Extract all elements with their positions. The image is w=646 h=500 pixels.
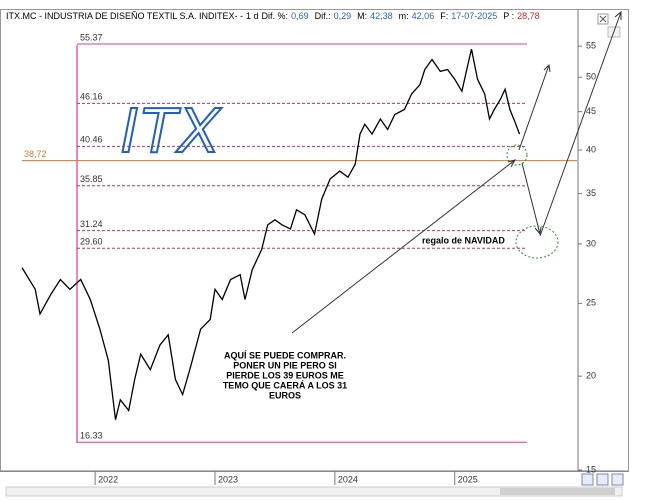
level-label: 38,72 — [24, 149, 47, 159]
tool-button[interactable] — [611, 473, 624, 486]
level-label: 40.46 — [80, 135, 103, 145]
period: 1 d — [246, 11, 259, 21]
annotation-line: TEMO QUE CAERÁ A LOS 31 — [223, 380, 347, 390]
y-tick-label: 25 — [586, 298, 596, 308]
annotation-line: PONER UN PIE PERO SI — [233, 360, 337, 370]
level-label: 16.33 — [80, 431, 103, 441]
highlight-circle — [515, 225, 559, 259]
header-value: 17-07-2025 — [451, 11, 498, 21]
header-item: Dif. %: 0,69 — [262, 11, 312, 21]
annotation-line: EUROS — [269, 390, 301, 400]
y-tick-label: 40 — [586, 144, 596, 154]
header-value: 28,78 — [517, 11, 540, 21]
x-tick-label: 2023 — [218, 474, 238, 484]
header-label: Dif. %: — [261, 11, 289, 21]
level-label: 29.60 — [80, 237, 103, 247]
plot-area — [21, 43, 577, 443]
header-value: 0,69 — [291, 11, 309, 21]
symbol: ITX.MC - INDUSTRIA DE DISEÑO TEXTIL S.A.… — [6, 11, 244, 21]
header-label: m: — [398, 11, 409, 21]
header-item: M: 42,38 — [357, 11, 396, 21]
level-label: 31.24 — [80, 219, 103, 229]
arrow — [518, 63, 551, 151]
level-label: 35.85 — [80, 174, 103, 184]
price-line — [21, 48, 521, 420]
y-tick-label: 35 — [586, 188, 596, 198]
tool-button[interactable] — [581, 473, 594, 486]
header-item: F: 17-07-2025 — [440, 11, 500, 21]
header-label: M: — [357, 11, 368, 21]
annotation: AQUÍ SE PUEDE COMPRAR.PONER UN PIE PERO … — [223, 350, 347, 400]
highlight-circle — [506, 144, 528, 166]
arrow — [539, 10, 622, 237]
y-tick-label: 30 — [586, 238, 596, 248]
close-icon — [599, 15, 607, 23]
level-label: 46.16 — [80, 92, 103, 102]
y-tick-label: 50 — [586, 72, 596, 82]
x-tick-label: 2025 — [458, 474, 478, 484]
y-tick-label: 20 — [586, 371, 596, 381]
x-tick-label: 2022 — [98, 474, 118, 484]
level-label: 55.37 — [80, 32, 103, 42]
save-button[interactable] — [596, 473, 609, 486]
y-tick-label: 15 — [586, 464, 596, 474]
header-item: Dif.: 0,29 — [315, 11, 355, 21]
header-label: F: — [440, 11, 449, 21]
header-item: P :28,78 — [503, 11, 542, 21]
header-value: 0,29 — [333, 11, 352, 21]
header: ITX.MC - INDUSTRIA DE DISEÑO TEXTIL S.A.… — [6, 11, 546, 21]
header-value: 42,38 — [370, 11, 393, 21]
x-tick-label: 2024 — [338, 474, 358, 484]
arrow — [521, 162, 542, 236]
handwritten-note: ITX — [120, 94, 222, 166]
arrows — [291, 10, 622, 334]
header-item: m: 42,06 — [399, 11, 438, 21]
scrollbar-thumb[interactable] — [500, 488, 615, 495]
y-tick-label: 55 — [586, 41, 596, 51]
annotation: regalo de NAVIDAD — [422, 235, 505, 245]
header-label: Dif.: — [314, 11, 331, 21]
header-label: P : — [503, 11, 515, 21]
annotation-line: AQUÍ SE PUEDE COMPRAR. — [224, 350, 346, 360]
header-value: 42,06 — [411, 11, 435, 21]
annotation-line: PIERDE LOS 39 EUROS ME — [226, 370, 344, 380]
y-tick-label: 45 — [586, 106, 596, 116]
scrollbar[interactable] — [5, 486, 623, 497]
arrow — [291, 159, 517, 334]
